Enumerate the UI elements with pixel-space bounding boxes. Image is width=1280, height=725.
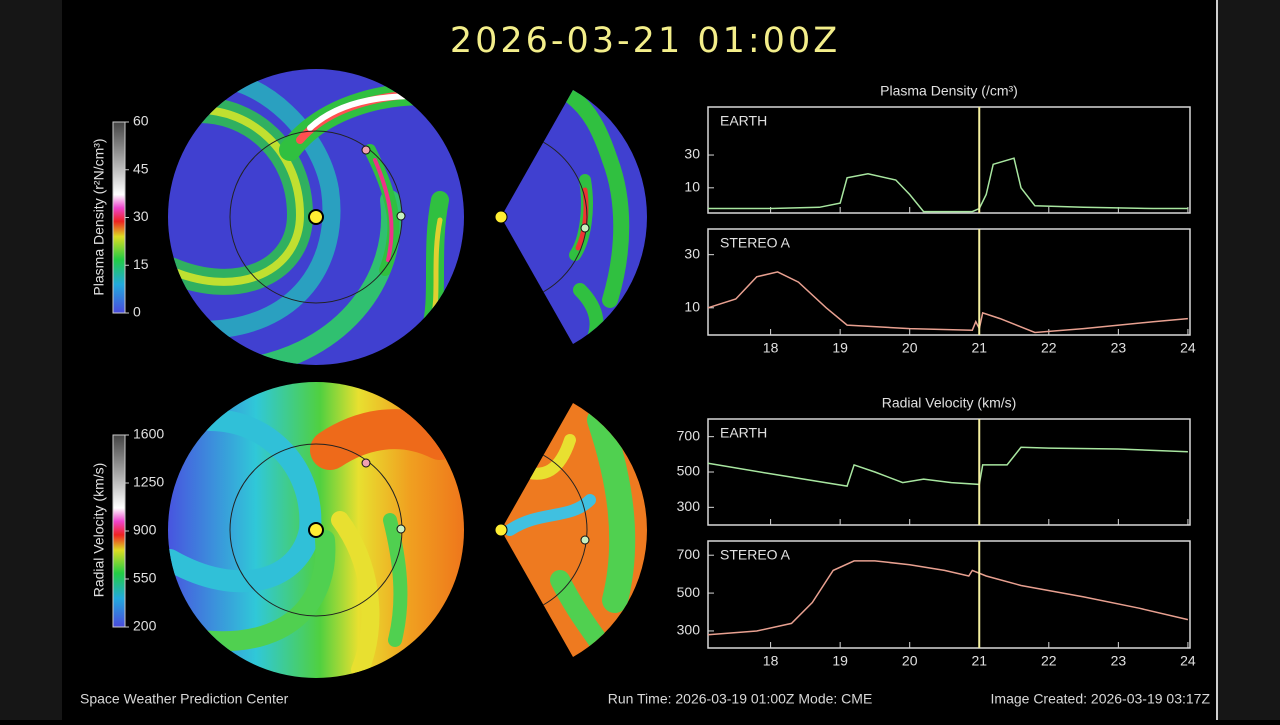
- colorbar-label: Radial Velocity (km/s): [91, 463, 107, 598]
- x-tick-label: 21: [971, 340, 987, 356]
- colorbar-tick-label: 900: [133, 522, 157, 538]
- colorbar-tick-label: 45: [133, 160, 149, 176]
- panel-title: Plasma Density (/cm³): [880, 83, 1018, 99]
- title: 2026-03-21 01:00Z: [450, 21, 840, 61]
- panel-frame: [707, 106, 1191, 214]
- earth-marker: [580, 223, 590, 233]
- y-tick-label: 30: [684, 146, 700, 162]
- panel-frame: [707, 228, 1191, 336]
- x-tick-label: 18: [763, 340, 779, 356]
- panel-frame: [707, 540, 1191, 649]
- panel-label: EARTH: [720, 425, 767, 441]
- x-tick-label: 24: [1180, 340, 1196, 356]
- x-tick-label: 18: [763, 653, 779, 669]
- earth-marker: [580, 535, 590, 545]
- colorbar-tick-label: 60: [133, 113, 149, 129]
- x-tick-label: 23: [1111, 340, 1127, 356]
- data-line: [707, 446, 1188, 487]
- sun: [494, 523, 508, 537]
- colorbar-label: Plasma Density (r²N/cm³): [91, 138, 107, 295]
- stereo-marker: [361, 145, 371, 155]
- colorbar: [112, 434, 126, 628]
- x-tick-label: 20: [902, 340, 918, 356]
- y-tick-label: 700: [677, 546, 701, 562]
- x-tick-label: 24: [1180, 653, 1196, 669]
- x-tick-label: 19: [832, 653, 848, 669]
- x-tick-label: 20: [902, 653, 918, 669]
- footer-center: Run Time: 2026-03-19 01:00Z Mode: CME: [608, 691, 873, 707]
- sun: [308, 209, 324, 225]
- colorbar-tick-label: 200: [133, 618, 157, 634]
- x-tick-label: 22: [1041, 340, 1057, 356]
- panel-frame: [707, 418, 1191, 526]
- colorbar-tick-label: 0: [133, 304, 141, 320]
- earth-marker: [396, 211, 406, 221]
- colorbar-tick-label: 550: [133, 570, 157, 586]
- panel-label: STEREO A: [720, 547, 791, 563]
- y-tick-label: 10: [684, 299, 700, 315]
- x-tick-label: 23: [1111, 653, 1127, 669]
- earth-marker: [396, 524, 406, 534]
- y-tick-label: 10: [684, 179, 700, 195]
- panel-label: EARTH: [720, 113, 767, 129]
- colorbar: [112, 121, 126, 314]
- stereo-marker: [361, 458, 371, 468]
- colorbar-tick-label: 1250: [133, 474, 164, 490]
- sun: [494, 210, 508, 224]
- data-line: [707, 560, 1189, 636]
- data-line: [708, 157, 1188, 213]
- data-line: [707, 271, 1188, 334]
- density-disk: [168, 69, 464, 365]
- footer-right: Image Created: 2026-03-19 03:17Z: [991, 691, 1211, 707]
- y-tick-label: 700: [677, 427, 701, 443]
- x-tick-label: 22: [1041, 653, 1057, 669]
- border: [1216, 0, 1218, 720]
- y-tick-label: 500: [677, 584, 701, 600]
- side-strip: [1218, 0, 1280, 720]
- y-tick-label: 300: [677, 622, 701, 638]
- colorbar-tick-label: 15: [133, 256, 149, 272]
- x-tick-label: 19: [832, 340, 848, 356]
- y-tick-label: 300: [677, 498, 701, 514]
- x-tick-label: 21: [971, 653, 987, 669]
- colorbar-tick-label: 30: [133, 208, 149, 224]
- footer-left: Space Weather Prediction Center: [80, 691, 289, 707]
- panel-title: Radial Velocity (km/s): [882, 395, 1017, 411]
- y-tick-label: 30: [684, 245, 700, 261]
- side-strip: [0, 0, 62, 720]
- panel-label: STEREO A: [720, 235, 791, 251]
- sun: [308, 522, 324, 538]
- colorbar-tick-label: 1600: [133, 426, 164, 442]
- y-tick-label: 500: [677, 463, 701, 479]
